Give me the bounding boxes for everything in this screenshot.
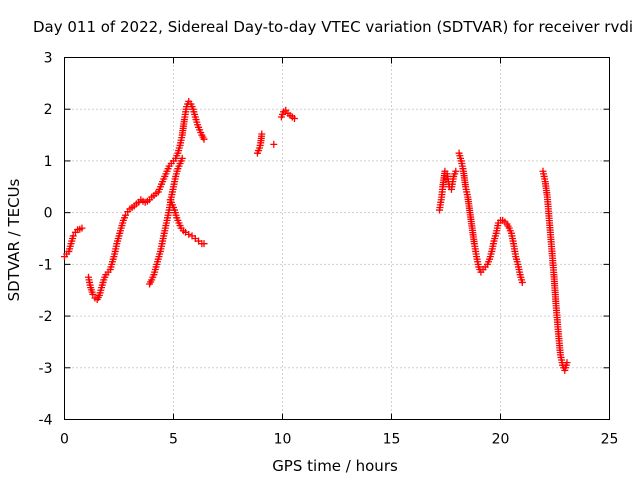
y-axis-tick-labels: -4 -3 -2 -1 0 1 2 3: [39, 51, 53, 429]
data-point: [452, 167, 460, 175]
series-arc-7: [277, 106, 298, 123]
data-point: [185, 230, 193, 238]
x-tick-label: 15: [383, 432, 401, 448]
series-arc-1: [61, 224, 86, 261]
x-axis-tick-labels: 0 5 10 15 20 25: [60, 432, 618, 448]
series-arc-10: [539, 167, 571, 374]
y-tick-label: -2: [39, 309, 53, 325]
data-point: [270, 140, 278, 148]
y-tick-label: -1: [39, 257, 53, 273]
data-point: [200, 135, 208, 143]
x-tick-label: 10: [274, 432, 292, 448]
y-tick-label: -3: [39, 361, 53, 377]
y-tick-label: 2: [44, 102, 53, 118]
series-arc-9: [455, 149, 526, 286]
x-tick-label: 5: [169, 432, 178, 448]
chart-title: Day 011 of 2022, Sidereal Day-to-day VTE…: [33, 18, 633, 36]
series-arc-6: [270, 140, 278, 148]
x-tick-label: 20: [492, 432, 510, 448]
data-point: [89, 290, 97, 298]
data-point: [518, 278, 526, 286]
data-point: [78, 224, 86, 232]
axis-ticks: [64, 57, 610, 420]
grid: [64, 57, 610, 420]
series-arc-4: [166, 196, 208, 248]
data-point: [563, 359, 571, 367]
x-axis-label: GPS time / hours: [272, 457, 398, 475]
y-tick-label: 1: [44, 154, 53, 170]
data-series: [61, 97, 571, 374]
data-point: [178, 154, 186, 162]
data-point: [69, 232, 77, 240]
data-point: [258, 130, 266, 138]
data-point: [290, 115, 298, 123]
data-point: [200, 240, 208, 248]
x-tick-label: 0: [60, 432, 69, 448]
data-point: [122, 211, 130, 219]
series-arc-2: [84, 97, 208, 304]
y-tick-label: -4: [39, 413, 53, 429]
series-arc-8: [435, 167, 460, 214]
plot-frame: [64, 57, 610, 420]
y-axis-label: SDTVAR / TECUs: [5, 178, 23, 301]
y-tick-label: 3: [44, 51, 53, 67]
series-arc-5: [253, 130, 266, 157]
x-tick-label: 25: [601, 432, 619, 448]
y-tick-label: 0: [44, 206, 53, 222]
